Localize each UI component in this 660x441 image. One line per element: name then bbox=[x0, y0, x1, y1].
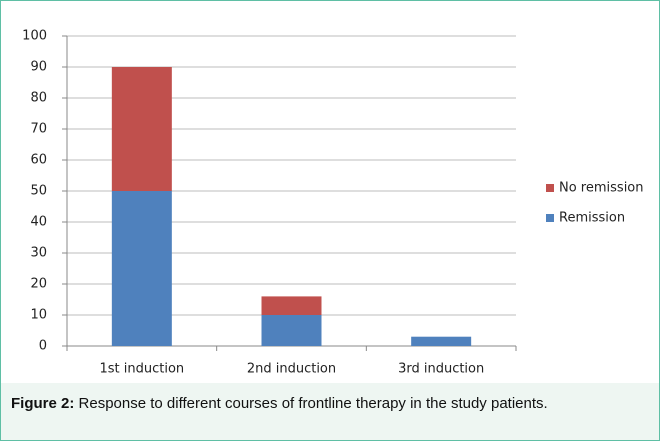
caption-label: Figure 2: bbox=[11, 395, 75, 412]
x-tick-label: 1st induction bbox=[99, 362, 184, 377]
bar-segment bbox=[111, 191, 172, 346]
legend-label: Remission bbox=[559, 211, 625, 226]
y-tick-label: 80 bbox=[30, 91, 47, 106]
y-tick-label: 40 bbox=[30, 215, 47, 230]
legend-swatch bbox=[546, 184, 554, 192]
bar-segment bbox=[411, 336, 472, 346]
y-tick-label: 30 bbox=[30, 246, 47, 261]
bar-segment bbox=[261, 315, 322, 346]
y-tick-label: 10 bbox=[30, 308, 47, 323]
x-tick-label: 3rd induction bbox=[398, 362, 484, 377]
legend-swatch bbox=[546, 214, 554, 222]
bar-segment bbox=[111, 67, 172, 191]
caption: Figure 2: Response to different courses … bbox=[11, 393, 649, 415]
legend-label: No remission bbox=[559, 181, 644, 196]
y-tick-label: 0 bbox=[39, 339, 47, 354]
caption-text: Response to different courses of frontli… bbox=[78, 395, 548, 412]
y-tick-label: 100 bbox=[22, 29, 47, 44]
x-tick-label: 2nd induction bbox=[247, 362, 336, 377]
chart: 0 10 20 30 40 50 60 70 80 90 100 1st induction 2nd i… bbox=[1, 1, 659, 383]
y-tick-label: 50 bbox=[30, 184, 47, 199]
bar-segment bbox=[261, 296, 322, 315]
y-tick-label: 60 bbox=[30, 153, 47, 168]
y-tick-label: 20 bbox=[30, 277, 47, 292]
y-tick-label: 70 bbox=[30, 122, 47, 137]
y-tick-label: 90 bbox=[30, 60, 47, 75]
